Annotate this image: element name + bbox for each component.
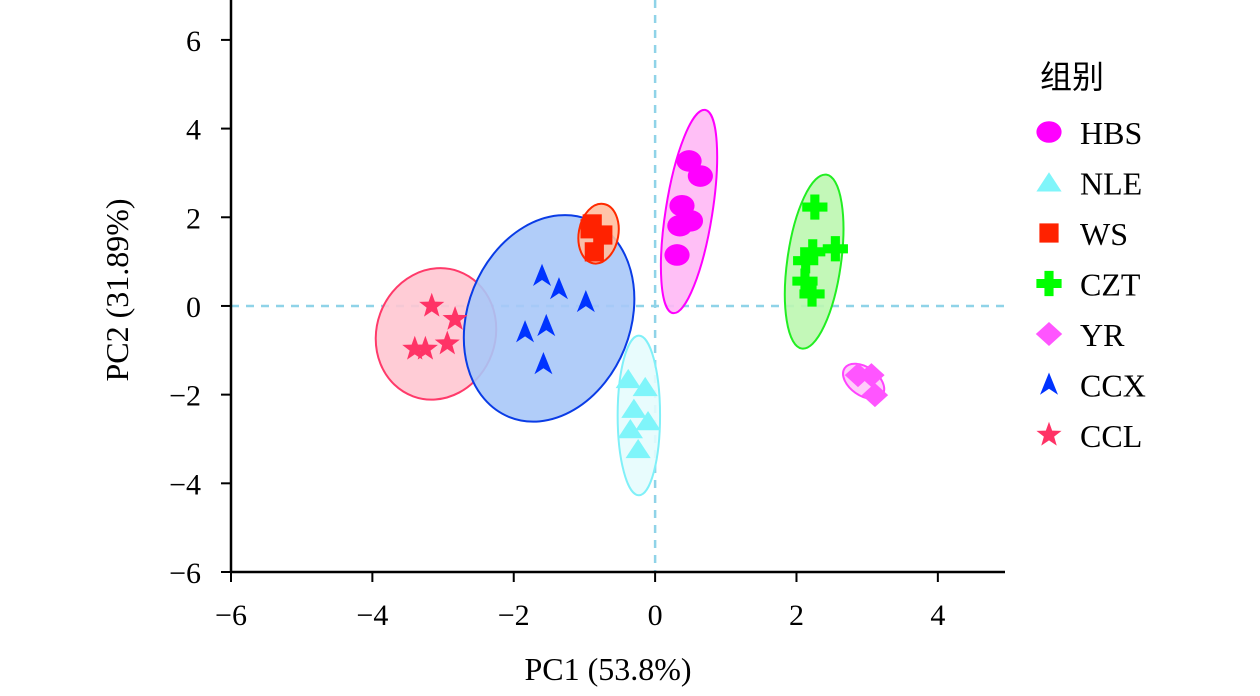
x-tick-label: −2	[498, 599, 530, 632]
point-czt	[822, 236, 848, 262]
point-czt	[793, 248, 819, 274]
legend-circle-icon	[1036, 121, 1062, 143]
point-yr	[861, 383, 889, 408]
point-yr	[858, 363, 885, 388]
point-ccx	[533, 263, 552, 287]
series-hbs	[664, 150, 713, 266]
point-nle	[635, 411, 661, 431]
point-ccl	[412, 335, 438, 360]
series-czt	[792, 194, 848, 307]
x-axis-ticks: −6 −4 −2 0 2 4	[215, 572, 945, 632]
legend-item-czt: CZT	[1036, 267, 1141, 303]
legend-item-nle: NLE	[1036, 166, 1142, 202]
point-ccx	[537, 313, 556, 337]
y-axis-title: PC2 (31.89%)	[99, 198, 135, 381]
point-ws	[584, 242, 604, 262]
legend-label: CCL	[1080, 418, 1142, 454]
legend-label: NLE	[1080, 166, 1142, 202]
x-tick-label: −6	[215, 599, 247, 632]
point-ws	[580, 219, 600, 239]
legend-label: CCX	[1080, 368, 1146, 404]
point-ccl	[442, 306, 468, 330]
point-ccx	[534, 352, 553, 375]
legend-label: CZT	[1080, 267, 1141, 303]
legend-item-yr: YR	[1035, 317, 1125, 353]
legend-star-icon	[1036, 421, 1062, 446]
x-tick-label: 0	[648, 599, 663, 632]
legend-square-icon	[1039, 223, 1059, 243]
point-czt	[802, 194, 828, 220]
point-nle	[615, 368, 641, 389]
y-tick-label: −6	[169, 557, 201, 590]
y-tick-label: 0	[186, 291, 201, 324]
y-tick-label: −2	[169, 380, 201, 413]
reference-lines	[231, 0, 1005, 572]
point-ccl	[419, 292, 445, 317]
point-nle	[632, 376, 658, 397]
point-nle	[625, 438, 651, 459]
series-ws	[580, 214, 613, 262]
legend-diamond-icon	[1035, 322, 1063, 346]
axes	[229, 0, 1005, 574]
data-points	[402, 150, 889, 459]
y-tick-label: 4	[186, 114, 201, 147]
x-tick-label: 4	[930, 599, 945, 632]
legend-item-ccl: CCL	[1036, 418, 1142, 454]
series-yr	[844, 363, 889, 408]
y-tick-label: 6	[186, 25, 201, 58]
series-ccx	[516, 263, 595, 375]
x-tick-label: −4	[356, 599, 388, 632]
legend-arrowhead-icon	[1040, 372, 1058, 395]
legend-label: YR	[1080, 317, 1125, 353]
legend-label: HBS	[1080, 115, 1142, 151]
legend-item-ws: WS	[1039, 216, 1128, 252]
y-tick-label: −4	[169, 468, 201, 501]
legend-plus-icon	[1036, 270, 1062, 297]
point-nle	[621, 398, 647, 418]
legend-item-hbs: HBS	[1036, 115, 1142, 151]
point-nle	[617, 419, 643, 439]
point-czt	[800, 239, 826, 265]
point-ccl	[402, 335, 428, 360]
point-hbs	[687, 165, 713, 187]
y-tick-label: 2	[186, 202, 201, 235]
point-czt	[792, 268, 818, 294]
series-nle	[615, 368, 661, 459]
point-ccx	[576, 289, 595, 313]
legend-title: 组别	[1040, 58, 1104, 96]
point-hbs	[664, 244, 690, 266]
x-tick-label: 2	[789, 599, 804, 632]
point-ccl	[434, 330, 460, 355]
point-yr	[844, 363, 872, 388]
point-czt	[799, 281, 825, 307]
legend-label: WS	[1080, 216, 1128, 252]
point-ccx	[549, 277, 568, 300]
point-hbs	[667, 214, 693, 237]
y-axis-ticks: −6 −4 −2 0 2 4 6	[169, 25, 231, 590]
series-ccl	[402, 292, 468, 360]
legend-triangle-icon	[1036, 172, 1062, 192]
x-axis-title: PC1 (53.8%)	[524, 651, 691, 687]
point-ccx	[516, 320, 535, 343]
legend: 组别 HBS NLE WS CZT YR CCX CCL	[1035, 58, 1146, 454]
legend-item-ccx: CCX	[1040, 368, 1146, 404]
